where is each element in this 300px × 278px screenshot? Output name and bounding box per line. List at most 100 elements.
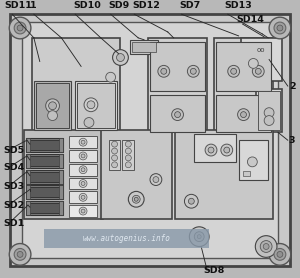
Bar	[256, 89, 282, 132]
Circle shape	[269, 17, 291, 39]
Circle shape	[49, 102, 56, 110]
Bar	[150, 42, 205, 91]
Circle shape	[274, 249, 286, 260]
Circle shape	[197, 235, 201, 239]
Bar	[77, 83, 115, 128]
Bar	[28, 140, 61, 150]
Circle shape	[79, 138, 87, 146]
Bar	[122, 140, 134, 170]
Circle shape	[81, 195, 85, 199]
Circle shape	[79, 193, 87, 201]
Circle shape	[84, 98, 98, 112]
Circle shape	[125, 162, 131, 168]
Bar	[132, 42, 156, 52]
Circle shape	[184, 194, 198, 208]
Bar	[216, 42, 271, 91]
Bar	[22, 22, 278, 258]
Text: SD2: SD2	[3, 201, 25, 210]
Circle shape	[112, 162, 118, 168]
Circle shape	[79, 180, 87, 187]
Circle shape	[81, 140, 85, 144]
Bar	[194, 134, 236, 162]
Circle shape	[79, 207, 87, 215]
Circle shape	[112, 155, 118, 161]
Text: SD3: SD3	[3, 182, 25, 191]
Bar	[26, 170, 63, 183]
Bar	[26, 138, 63, 152]
Circle shape	[134, 197, 138, 201]
Circle shape	[79, 152, 87, 160]
Bar	[26, 138, 30, 152]
Circle shape	[252, 65, 264, 77]
Bar	[69, 150, 97, 162]
Circle shape	[277, 251, 283, 257]
Circle shape	[112, 148, 118, 154]
Circle shape	[264, 108, 274, 118]
Circle shape	[17, 25, 23, 31]
Circle shape	[205, 144, 217, 156]
Circle shape	[255, 68, 261, 74]
Circle shape	[128, 191, 144, 207]
Bar	[28, 203, 61, 213]
Circle shape	[269, 244, 291, 265]
Bar	[150, 95, 205, 132]
Bar	[34, 81, 71, 130]
Bar	[130, 40, 158, 54]
Bar	[214, 38, 273, 132]
Bar	[26, 154, 30, 168]
Circle shape	[132, 195, 140, 203]
Circle shape	[125, 155, 131, 161]
Bar	[26, 185, 30, 199]
Circle shape	[161, 68, 167, 74]
Bar	[148, 38, 207, 132]
Circle shape	[172, 109, 184, 121]
Circle shape	[81, 182, 85, 185]
Circle shape	[87, 101, 95, 109]
Text: SD5: SD5	[3, 146, 25, 155]
Circle shape	[175, 112, 181, 118]
Text: SD14: SD14	[237, 15, 265, 24]
Circle shape	[238, 109, 249, 121]
Bar	[26, 201, 30, 215]
Bar	[242, 171, 250, 176]
Circle shape	[208, 147, 214, 153]
Circle shape	[46, 99, 59, 113]
Circle shape	[14, 22, 26, 34]
Text: SD12: SD12	[132, 1, 160, 10]
Circle shape	[81, 154, 85, 158]
Bar	[28, 156, 61, 166]
Bar	[109, 140, 121, 170]
Circle shape	[112, 50, 128, 65]
Circle shape	[263, 244, 269, 249]
Text: 1: 1	[30, 1, 37, 10]
Text: SD7: SD7	[179, 1, 201, 10]
Circle shape	[9, 17, 31, 39]
Bar	[258, 91, 280, 130]
Bar	[59, 138, 63, 152]
Text: SD9: SD9	[109, 1, 130, 10]
Text: SD13: SD13	[225, 1, 253, 10]
Bar	[24, 130, 103, 219]
Circle shape	[189, 227, 209, 247]
Circle shape	[260, 240, 272, 252]
Text: www.autogenius.info: www.autogenius.info	[82, 234, 170, 243]
Circle shape	[150, 174, 162, 185]
Text: SD4: SD4	[3, 163, 25, 172]
Circle shape	[9, 244, 31, 265]
Circle shape	[188, 198, 194, 204]
Circle shape	[158, 65, 170, 77]
Bar	[101, 130, 172, 219]
Circle shape	[248, 58, 258, 68]
Bar	[69, 178, 97, 189]
Circle shape	[153, 177, 159, 183]
Circle shape	[224, 147, 230, 153]
Bar	[238, 140, 268, 180]
Bar	[26, 185, 63, 199]
Circle shape	[48, 111, 58, 121]
Bar	[26, 170, 30, 183]
Bar	[36, 83, 69, 128]
Bar	[28, 187, 61, 197]
Circle shape	[274, 22, 286, 34]
Circle shape	[228, 65, 240, 77]
Bar	[28, 172, 61, 182]
